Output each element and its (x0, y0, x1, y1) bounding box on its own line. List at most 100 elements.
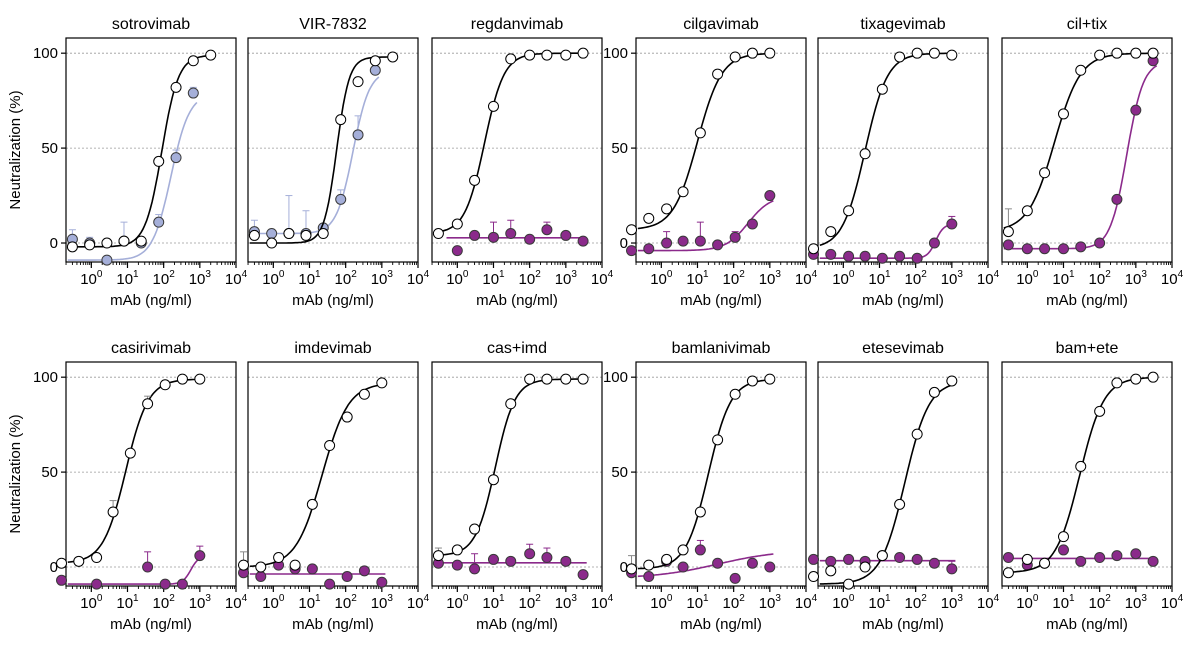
y-tick-label: 50 (41, 464, 58, 481)
x-tick-label: 104 (1161, 593, 1184, 612)
data-point-control (66, 241, 78, 253)
data-point-mutant (56, 574, 68, 586)
data-point-control (135, 235, 147, 247)
data-point-control (825, 565, 837, 577)
data-point-control (746, 375, 758, 387)
x-tick-label: 103 (941, 593, 964, 612)
x-tick-label: 103 (371, 593, 394, 612)
fit-curve-mutant (637, 553, 774, 578)
data-point-mutant (91, 578, 103, 590)
data-point-mutant (946, 563, 958, 575)
data-point-control (577, 47, 589, 59)
data-point-control (317, 228, 329, 240)
x-tick-base: 10 (482, 595, 499, 612)
data-point-mutant (524, 233, 536, 245)
data-point-control (859, 561, 871, 573)
data-point-mutant (1111, 550, 1123, 562)
data-point-control (746, 47, 758, 59)
x-tick-exponent: 0 (1033, 593, 1039, 604)
data-point-mutant (306, 563, 318, 575)
data-point-mutant (661, 237, 673, 249)
x-tick-exponent: 2 (739, 593, 745, 604)
x-tick-label: 103 (759, 593, 782, 612)
x-tick-exponent: 3 (775, 269, 781, 280)
data-point-mutant (376, 576, 388, 588)
x-axis-label: mAb (ng/ml) (292, 292, 374, 309)
fit-curve-mutant (249, 76, 380, 235)
x-tick-exponent: 3 (387, 593, 393, 604)
data-point-control (248, 229, 260, 241)
x-tick-base: 10 (591, 271, 608, 288)
data-point-control (626, 224, 638, 236)
x-tick-label: 103 (189, 593, 212, 612)
data-point-control (524, 49, 536, 61)
x-tick-base: 10 (153, 271, 170, 288)
x-tick-exponent: 2 (921, 269, 927, 280)
x-tick-base: 10 (1161, 271, 1178, 288)
x-tick-base: 10 (868, 595, 885, 612)
data-point-mutant (577, 569, 589, 581)
x-tick-label: 101 (868, 593, 891, 612)
data-point-control (1094, 49, 1106, 61)
plot-frame (247, 361, 419, 587)
data-point-control (808, 571, 820, 583)
x-tick-base: 10 (555, 271, 572, 288)
panel-title: etesevimab (862, 340, 944, 357)
data-point-control (859, 148, 871, 160)
x-tick-label: 103 (759, 269, 782, 288)
data-point-control (335, 114, 347, 126)
x-tick-exponent: 3 (957, 269, 963, 280)
x-tick-label: 101 (482, 593, 505, 612)
x-tick-exponent: 0 (1033, 269, 1039, 280)
x-tick-label: 103 (1125, 593, 1148, 612)
data-point-control (451, 218, 463, 230)
data-point-mutant (859, 250, 871, 262)
x-tick-base: 10 (795, 595, 812, 612)
x-tick-exponent: 3 (205, 593, 211, 604)
data-point-control (825, 226, 837, 238)
data-point-mutant (946, 218, 958, 230)
x-tick-base: 10 (262, 595, 279, 612)
data-point-mutant (341, 571, 353, 583)
data-point-control (153, 155, 165, 167)
data-point-control (1039, 557, 1051, 569)
data-point-mutant (505, 555, 517, 567)
x-tick-base: 10 (189, 271, 206, 288)
data-point-mutant (843, 250, 855, 262)
data-point-control (876, 83, 888, 95)
x-tick-label: 100 (832, 269, 855, 288)
x-tick-exponent: 2 (1105, 269, 1111, 280)
data-point-mutant (626, 245, 638, 257)
data-point-control (300, 229, 312, 241)
data-point-control (238, 559, 250, 571)
panel-title: tixagevimab (860, 16, 945, 33)
x-tick-base: 10 (371, 595, 388, 612)
data-point-control (843, 578, 855, 590)
x-tick-exponent: 1 (885, 593, 891, 604)
x-tick-label: 101 (686, 593, 709, 612)
data-point-mutant (451, 559, 463, 571)
x-axis-label: mAb (ng/ml) (862, 292, 944, 309)
x-tick-base: 10 (1016, 595, 1033, 612)
x-tick-exponent: 1 (703, 593, 709, 604)
fit-curve-control (1003, 376, 1157, 574)
data-point-mutant (577, 235, 589, 247)
x-tick-exponent: 2 (351, 269, 357, 280)
data-point-control (1075, 64, 1087, 76)
x-tick-exponent: 4 (608, 269, 614, 280)
data-point-mutant (194, 550, 206, 562)
data-point-control (56, 557, 68, 569)
x-tick-label: 104 (1161, 269, 1184, 288)
y-tick-label: 100 (603, 45, 628, 62)
x-tick-base: 10 (335, 271, 352, 288)
data-point-mutant (1094, 552, 1106, 564)
data-point-mutant (142, 561, 154, 573)
x-tick-label: 104 (407, 269, 430, 288)
x-tick-label: 104 (795, 593, 818, 612)
data-point-control (1147, 47, 1159, 59)
data-point-mutant (643, 243, 655, 255)
